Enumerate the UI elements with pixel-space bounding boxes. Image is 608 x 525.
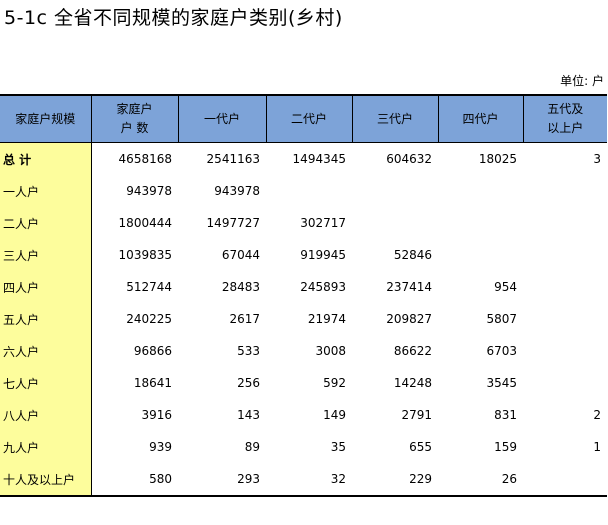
table-cell: 67044 <box>221 248 260 262</box>
table-cell: 143 <box>237 408 260 422</box>
table-cell: 1497727 <box>206 216 260 230</box>
table-row: 六人户 96866 533 3008 86622 6703 <box>0 335 607 367</box>
table-cell: 26 <box>438 463 523 497</box>
table-row: 十人及以上户 580 293 32 229 26 <box>0 463 607 497</box>
table-cell: 245893 <box>300 280 346 294</box>
row-label: 八人户 <box>0 399 92 431</box>
table-cell: 1039835 <box>118 248 172 262</box>
table-cell <box>523 271 607 303</box>
table-cell <box>352 175 438 207</box>
table-cell <box>438 175 523 207</box>
table-cell <box>352 207 438 239</box>
table-cell: 943978 <box>126 184 172 198</box>
table-cell: 3545 <box>486 376 517 390</box>
row-label: 五人户 <box>0 303 92 335</box>
unit-label: 单位: 户 <box>560 74 604 88</box>
table-cell: 149 <box>323 408 346 422</box>
table-cell: 28483 <box>221 280 260 294</box>
table-cell: 2 <box>593 408 601 422</box>
row-label: 七人户 <box>0 367 92 399</box>
table-cell: 35 <box>330 440 346 454</box>
table-cell: 1494345 <box>292 152 346 166</box>
table-cell: 943978 <box>214 184 260 198</box>
table-cell: 1800444 <box>118 216 172 230</box>
table-cell: 21974 <box>307 312 346 326</box>
table-cell: 89 <box>244 440 260 454</box>
table-cell: 831 <box>494 408 517 422</box>
table-cell <box>438 239 523 271</box>
table-cell <box>523 303 607 335</box>
table-cell: 240225 <box>126 312 172 326</box>
table-row: 七人户 18641 256 592 14248 3545 <box>0 367 607 399</box>
table-row: 五人户 240225 2617 21974 209827 5807 <box>0 303 607 335</box>
table-cell: 580 <box>91 463 178 497</box>
table-cell: 229 <box>352 463 438 497</box>
table-cell: 2541163 <box>206 152 260 166</box>
table-cell: 3916 <box>141 408 172 422</box>
table-cell: 4658168 <box>118 152 172 166</box>
table-cell: 655 <box>409 440 432 454</box>
table-row: 二人户 1800444 1497727 302717 <box>0 207 607 239</box>
household-table: 家庭户规模 家庭户 户 数 一代户 二代户 三代户 四代户 五代及 以上户 总 … <box>0 94 607 497</box>
table-cell <box>523 175 607 207</box>
table-cell: 209827 <box>386 312 432 326</box>
column-header: 家庭户规模 <box>0 94 91 143</box>
table-cell: 3008 <box>315 344 346 358</box>
row-label: 一人户 <box>0 175 92 207</box>
table-cell <box>523 239 607 271</box>
table-row: 总 计 4658168 2541163 1494345 604632 18025 3 <box>0 142 607 175</box>
table-cell <box>523 367 607 399</box>
row-label: 四人户 <box>0 271 92 303</box>
table-cell: 512744 <box>126 280 172 294</box>
table-cell: 86622 <box>393 344 432 358</box>
table-cell: 2617 <box>229 312 260 326</box>
table-cell: 256 <box>237 376 260 390</box>
table-cell: 96866 <box>133 344 172 358</box>
table-cell: 293 <box>178 463 266 497</box>
column-header: 家庭户 户 数 <box>90 94 178 143</box>
table-cell: 592 <box>323 376 346 390</box>
table-cell: 533 <box>237 344 260 358</box>
column-header: 一代户 <box>177 94 266 143</box>
column-header: 四代户 <box>437 94 523 143</box>
table-cell: 939 <box>149 440 172 454</box>
row-label: 十人及以上户 <box>0 463 92 497</box>
table-row: 三人户 1039835 67044 919945 52846 <box>0 239 607 271</box>
table-cell: 302717 <box>300 216 346 230</box>
table-cell: 32 <box>266 463 352 497</box>
table-cell <box>523 207 607 239</box>
column-header: 三代户 <box>351 94 438 143</box>
table-cell: 14248 <box>393 376 432 390</box>
table-cell <box>523 463 607 497</box>
column-header: 五代及 以上户 <box>522 94 607 143</box>
table-row: 一人户 943978 943978 <box>0 175 607 207</box>
table-cell: 237414 <box>386 280 432 294</box>
row-label: 九人户 <box>0 431 92 463</box>
table-cell: 18025 <box>478 152 517 166</box>
table-cell: 5807 <box>486 312 517 326</box>
row-label: 二人户 <box>0 207 92 239</box>
row-label: 三人户 <box>0 239 92 271</box>
table-cell <box>438 207 523 239</box>
page-title: 5-1c 全省不同规模的家庭户类别(乡村) <box>4 7 343 29</box>
table-cell: 604632 <box>386 152 432 166</box>
table-cell: 954 <box>494 280 517 294</box>
table-cell: 159 <box>494 440 517 454</box>
table-cell <box>523 335 607 367</box>
table-cell <box>266 175 352 207</box>
column-header: 二代户 <box>265 94 352 143</box>
table-cell: 919945 <box>300 248 346 262</box>
table-cell: 2791 <box>401 408 432 422</box>
table-cell: 3 <box>593 152 601 166</box>
table-cell: 1 <box>593 440 601 454</box>
table-row: 四人户 512744 28483 245893 237414 954 <box>0 271 607 303</box>
table-cell: 18641 <box>133 376 172 390</box>
table-row: 八人户 3916 143 149 2791 831 2 <box>0 399 607 431</box>
table-cell: 52846 <box>393 248 432 262</box>
row-label: 总 计 <box>0 142 92 175</box>
header-row: 家庭户规模 家庭户 户 数 一代户 二代户 三代户 四代户 五代及 以上户 <box>0 94 607 143</box>
table-row: 九人户 939 89 35 655 159 1 <box>0 431 607 463</box>
row-label: 六人户 <box>0 335 92 367</box>
table-cell: 6703 <box>486 344 517 358</box>
